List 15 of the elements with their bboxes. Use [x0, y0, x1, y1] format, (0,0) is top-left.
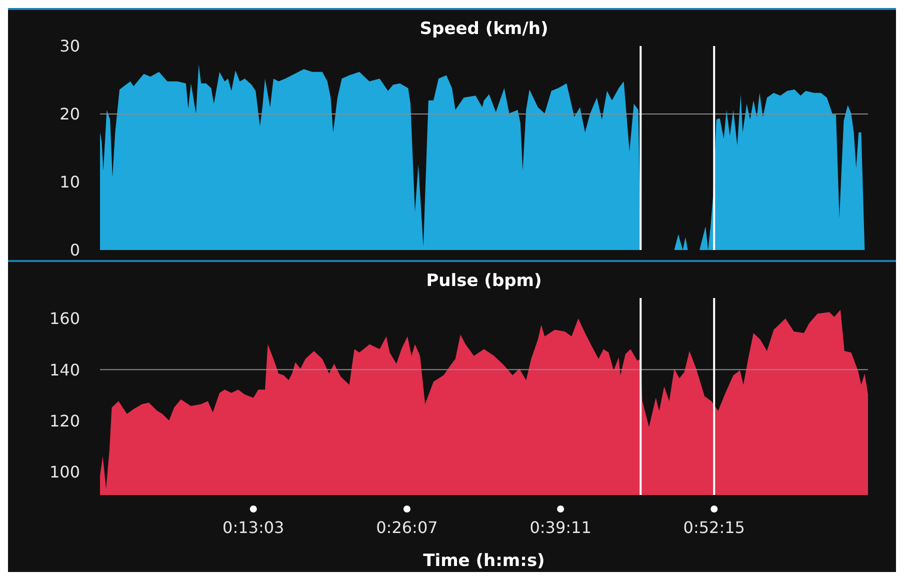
y-tick-label: 160	[49, 309, 80, 328]
y-tick-label: 120	[49, 411, 80, 430]
y-tick-label: 100	[49, 462, 80, 482]
chart-title: Pulse (bpm)	[426, 271, 542, 291]
y-tick-label: 10	[60, 172, 80, 192]
x-axis-title: Time (h:m:s)	[423, 551, 545, 571]
x-tick-label: 0:13:03	[222, 518, 284, 537]
y-tick-label: 0	[70, 240, 80, 260]
y-tick-label: 140	[49, 360, 80, 380]
y-tick-label: 20	[60, 104, 80, 124]
x-tick-label: 0:39:11	[530, 518, 592, 537]
x-tick-label: 0:26:07	[376, 518, 438, 537]
chart-title: Speed (km/h)	[420, 19, 548, 39]
y-tick-label: 30	[60, 36, 80, 56]
x-tick-label: 0:52:15	[683, 518, 745, 537]
